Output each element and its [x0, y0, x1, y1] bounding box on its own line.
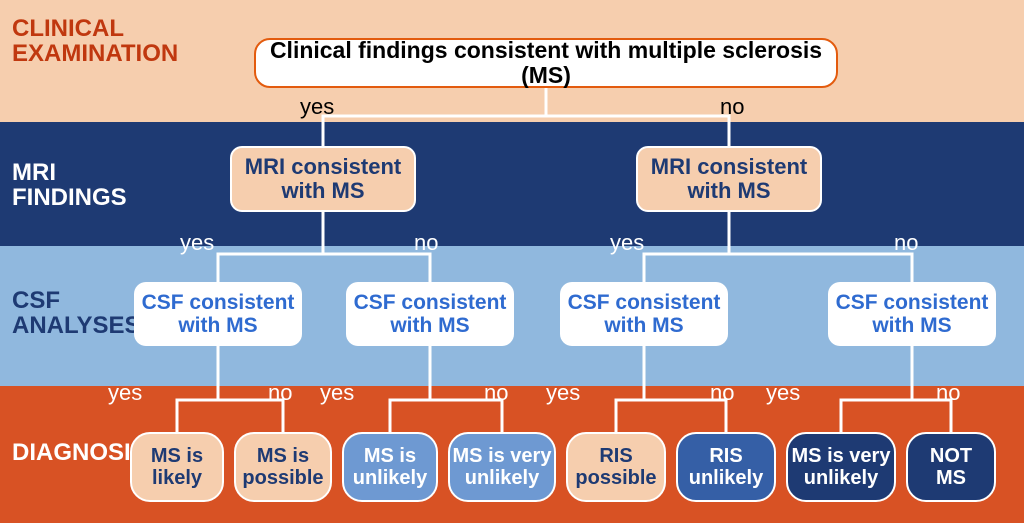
- node-csf-2: CSF consistentwith MS: [346, 282, 514, 346]
- edge-label: no: [710, 380, 734, 406]
- node-dx-5: RISpossible: [566, 432, 666, 502]
- edge-label: yes: [610, 230, 644, 256]
- band-label-clinical: CLINICALEXAMINATION: [0, 16, 165, 66]
- edge-label: yes: [180, 230, 214, 256]
- node-mri-right: MRI consistentwith MS: [636, 146, 822, 212]
- node-dx-4: MS is veryunlikely: [448, 432, 556, 502]
- node-dx-2: MS ispossible: [234, 432, 332, 502]
- band-label-mri: MRI FINDINGS: [0, 160, 165, 210]
- node-dx-3: MS isunlikely: [342, 432, 438, 502]
- node-dx-7: MS is veryunlikely: [786, 432, 896, 502]
- edge-label: yes: [320, 380, 354, 406]
- node-csf-1: CSF consistentwith MS: [134, 282, 302, 346]
- node-dx-6: RISunlikely: [676, 432, 776, 502]
- edge-label: yes: [546, 380, 580, 406]
- edge-label: no: [720, 94, 744, 120]
- edge-label: no: [268, 380, 292, 406]
- edge-label: no: [936, 380, 960, 406]
- edge-label: yes: [766, 380, 800, 406]
- edge-label: no: [484, 380, 508, 406]
- node-clinical-root: Clinical findings consistent with multip…: [254, 38, 838, 88]
- edge-label: no: [894, 230, 918, 256]
- node-csf-4: CSF consistentwith MS: [828, 282, 996, 346]
- node-dx-1: MS islikely: [130, 432, 224, 502]
- node-mri-left: MRI consistentwith MS: [230, 146, 416, 212]
- edge-label: no: [414, 230, 438, 256]
- node-dx-8: NOTMS: [906, 432, 996, 502]
- edge-label: yes: [108, 380, 142, 406]
- edge-label: yes: [300, 94, 334, 120]
- node-csf-3: CSF consistentwith MS: [560, 282, 728, 346]
